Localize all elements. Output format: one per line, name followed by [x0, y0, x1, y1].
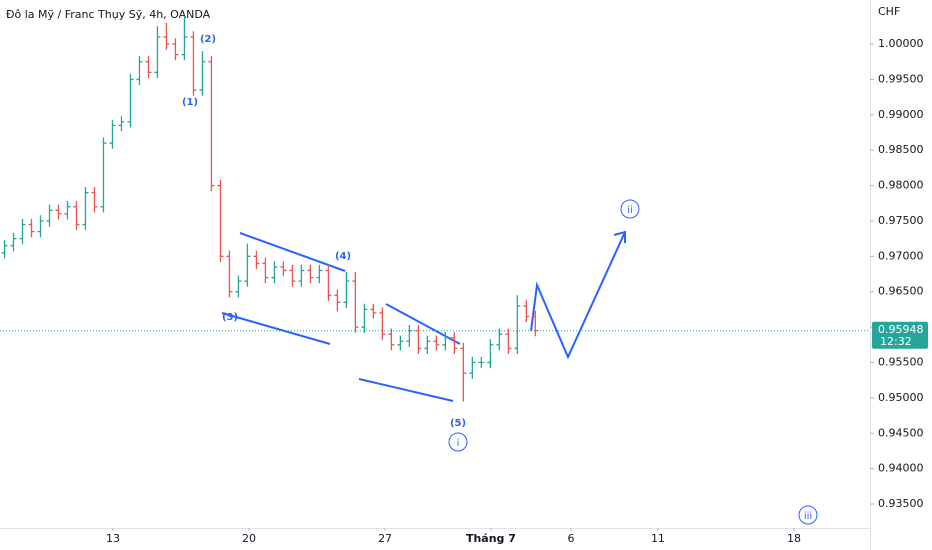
wave-label: (3) — [222, 312, 238, 323]
wave-label: (2) — [200, 34, 216, 45]
current-price-box — [872, 321, 928, 349]
y-tick-label: 0.93500 — [878, 497, 924, 510]
y-tick-label: 0.98000 — [878, 179, 924, 192]
channel-line — [239, 232, 346, 272]
x-tick-label: 11 — [651, 532, 665, 545]
countdown-label: 12:32 — [880, 335, 912, 348]
x-tick-label: 6 — [567, 532, 574, 545]
currency-label: CHF — [878, 5, 900, 18]
y-tick-label: 0.95500 — [878, 355, 924, 368]
drawings — [221, 199, 818, 525]
x-tick-label: Tháng 7 — [466, 532, 516, 545]
chart-title: Đô la Mỹ / Franc Thụy Sỹ, 4h, OANDA — [6, 8, 211, 21]
x-tick-label: 13 — [106, 532, 120, 545]
current-price-label: 0.95948 — [878, 323, 924, 336]
wave-label: i — [457, 438, 460, 449]
y-tick-label: 0.95000 — [878, 391, 924, 404]
wave-label: iii — [804, 511, 812, 522]
projection-path — [530, 231, 626, 360]
wave-circle — [798, 505, 818, 525]
x-tick-label: 18 — [787, 532, 801, 545]
wave-label: (1) — [182, 97, 198, 108]
y-tick-label: 0.94000 — [878, 462, 924, 475]
x-tick-label: 27 — [378, 532, 392, 545]
wave-circle — [620, 199, 640, 219]
y-tick-label: 0.97000 — [878, 249, 924, 262]
y-tick-label: 0.94500 — [878, 426, 924, 439]
x-tick-label: 20 — [242, 532, 256, 545]
y-tick-label: 0.96500 — [878, 285, 924, 298]
wave-label: (4) — [335, 251, 351, 262]
arrow-head — [613, 230, 626, 243]
wave-circle — [448, 432, 468, 452]
channel-line — [221, 312, 331, 345]
y-tick-label: 0.97500 — [878, 214, 924, 227]
wave-label: (5) — [450, 418, 466, 429]
y-tick-label: 0.99000 — [878, 108, 924, 121]
y-tick-label: 1.00000 — [878, 37, 924, 50]
y-tick-label: 0.98500 — [878, 143, 924, 156]
wave-label: ii — [627, 205, 633, 216]
wedge-line — [358, 378, 454, 402]
y-tick-label: 0.99500 — [878, 72, 924, 85]
